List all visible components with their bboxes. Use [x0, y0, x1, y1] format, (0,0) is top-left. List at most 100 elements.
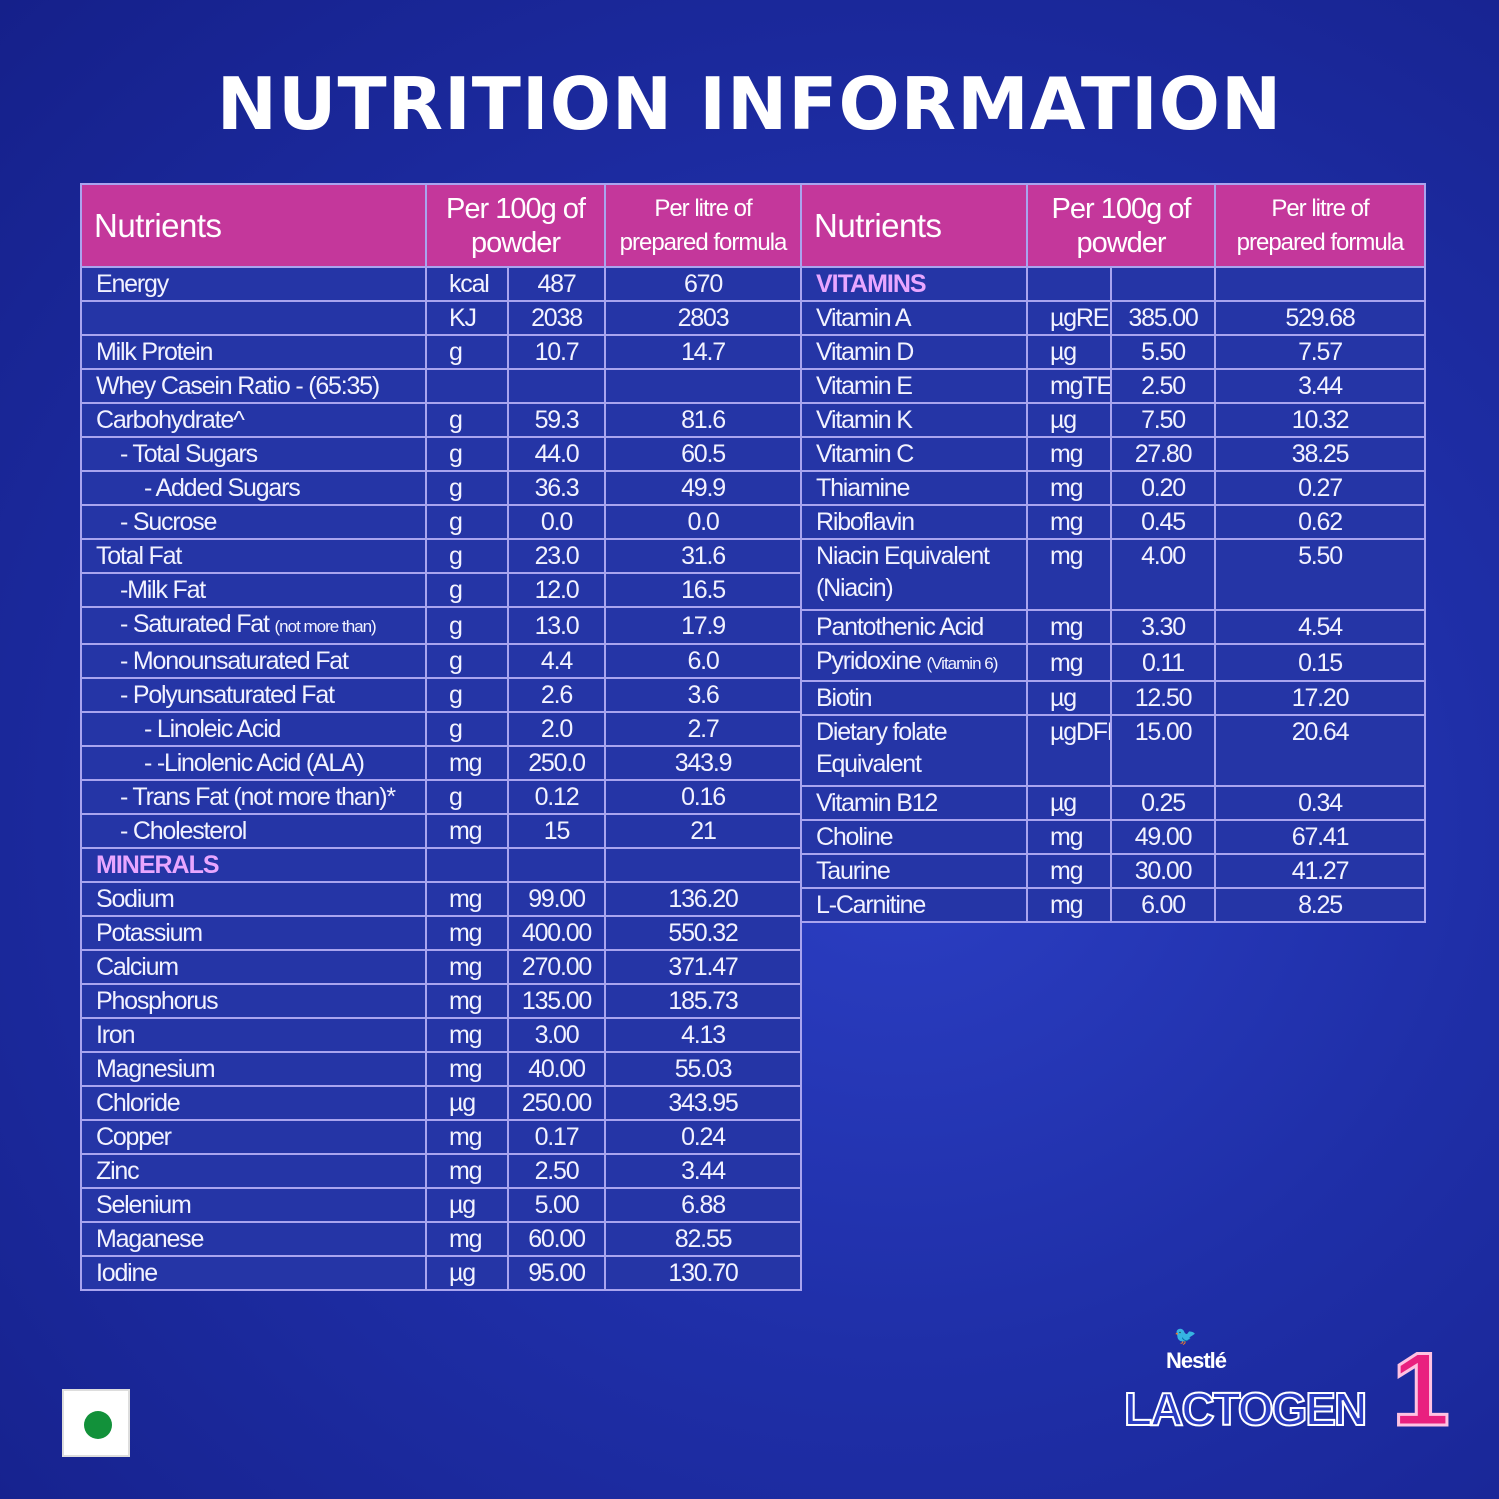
per-100g-value: 13.0 [506, 606, 607, 645]
nutrient-label: Zinc [96, 1157, 140, 1185]
per-100g-value: 40.00 [506, 1051, 607, 1087]
table-row: Chloride µg 250.00 343.95 [80, 1085, 803, 1121]
unit: g [425, 402, 509, 438]
page-title: NUTRITION INFORMATION [216, 62, 1283, 146]
table-row: Vitamin C mg 27.80 38.25 [800, 436, 1427, 472]
nutrient-label: -Milk Fat [120, 576, 206, 604]
table-row: Selenium µg 5.00 6.88 [80, 1187, 803, 1223]
table-row: - Linoleic Acid g 2.0 2.7 [80, 711, 803, 747]
per-litre-value: 81.6 [604, 402, 803, 438]
green-dot-icon [84, 1411, 112, 1439]
nutrient-label: - Total Sugars [120, 440, 258, 468]
table-row: Iodine µg 95.00 130.70 [80, 1255, 803, 1291]
unit: mg [1026, 609, 1112, 645]
nutrient-label: Vitamin K [816, 406, 913, 434]
nutrient-label: Milk Protein [96, 338, 213, 366]
per-100g-value [1109, 266, 1217, 302]
per-100g-value: 12.50 [1109, 680, 1217, 716]
nutrient-label: Riboflavin [816, 508, 915, 536]
per-100g-value: 49.00 [1109, 819, 1217, 855]
per-100g-value: 0.11 [1109, 643, 1217, 682]
per-100g-value: 95.00 [506, 1255, 607, 1291]
nutrient-label: Selenium [96, 1191, 192, 1219]
header-nutrients: Nutrients [80, 183, 427, 268]
header-per-litre-line1: Per litre of [654, 194, 752, 222]
per-100g-value: 250.0 [506, 745, 607, 781]
per-litre-value: 8.25 [1214, 887, 1427, 923]
nutrient-label: Dietary folate [816, 718, 948, 746]
per-litre-value: 371.47 [604, 949, 803, 985]
per-100g-value: 5.00 [506, 1187, 607, 1223]
per-100g-value: 6.00 [1109, 887, 1217, 923]
per-100g-value: 250.00 [506, 1085, 607, 1121]
table-row: - Monounsaturated Fat g 4.4 6.0 [80, 643, 803, 679]
per-litre-value: 2803 [604, 300, 803, 336]
nutrient-label: Vitamin E [816, 372, 913, 400]
unit: mg [1026, 853, 1112, 889]
nutrient-label: - Sucrose [120, 508, 217, 536]
per-litre-value: 3.6 [604, 677, 803, 713]
unit: g [425, 606, 509, 645]
per-100g-value: 23.0 [506, 538, 607, 574]
per-100g-value: 59.3 [506, 402, 607, 438]
per-litre-value: 0.24 [604, 1119, 803, 1155]
brand-maker: Nestlé [1166, 1348, 1227, 1373]
section-row: VITAMINS [800, 266, 1427, 302]
per-litre-value: 0.34 [1214, 785, 1427, 821]
nutrient-label: Chloride [96, 1089, 181, 1117]
nutrient-label: VITAMINS [816, 270, 927, 298]
nutrient-name: Vitamin D [800, 334, 1028, 370]
per-100g-value: 30.00 [1109, 853, 1217, 889]
per-litre-value: 185.73 [604, 983, 803, 1019]
unit: mg [425, 915, 509, 951]
nutrient-label: Maganese [96, 1225, 204, 1253]
per-litre-value: 17.9 [604, 606, 803, 645]
unit: µg [1026, 402, 1112, 438]
per-litre-value: 17.20 [1214, 680, 1427, 716]
unit: mg [1026, 436, 1112, 472]
nutrient-label: Vitamin D [816, 338, 914, 366]
nutrient-name: - Added Sugars [80, 470, 427, 506]
nutrient-label: Total Fat [96, 542, 182, 570]
nutrient-name: - Saturated Fat (not more than) [80, 606, 427, 645]
nutrient-note: (not more than) [274, 617, 377, 636]
unit: g [425, 643, 509, 679]
table-row: KJ 2038 2803 [80, 300, 803, 336]
per-litre-value: 6.88 [604, 1187, 803, 1223]
per-litre-value: 60.5 [604, 436, 803, 472]
nutrient-name: - Cholesterol [80, 813, 427, 849]
nutrient-label: Calcium [96, 953, 179, 981]
per-100g-value: 0.25 [1109, 785, 1217, 821]
nutrient-name: Total Fat [80, 538, 427, 574]
per-100g-value: 27.80 [1109, 436, 1217, 472]
table-row: Calcium mg 270.00 371.47 [80, 949, 803, 985]
unit: µgRE [1026, 300, 1112, 336]
nutrient-name: Taurine [800, 853, 1028, 889]
nutrient-name: - Trans Fat (not more than)* [80, 779, 427, 815]
unit: g [425, 436, 509, 472]
table-row: Maganese mg 60.00 82.55 [80, 1221, 803, 1257]
per-100g-value: 4.00 [1109, 538, 1217, 611]
per-litre-value: 130.70 [604, 1255, 803, 1291]
per-litre-value: 7.57 [1214, 334, 1427, 370]
nutrient-label: Vitamin B12 [816, 789, 938, 817]
nutrient-label: - Added Sugars [144, 474, 301, 502]
table-row: - Trans Fat (not more than)* g 0.12 0.16 [80, 779, 803, 815]
table-row: Vitamin A µgRE 385.00 529.68 [800, 300, 1427, 336]
nutrient-name: Phosphorus [80, 983, 427, 1019]
nutrient-name: - Linoleic Acid [80, 711, 427, 747]
per-litre-value: 16.5 [604, 572, 803, 608]
table-row: Magnesium mg 40.00 55.03 [80, 1051, 803, 1087]
per-litre-value: 6.0 [604, 643, 803, 679]
per-100g-value: 60.00 [506, 1221, 607, 1257]
nutrient-label: Carbohydrate^ [96, 406, 245, 434]
table-row: - Added Sugars g 36.3 49.9 [80, 470, 803, 506]
per-litre-value: 38.25 [1214, 436, 1427, 472]
per-litre-value: 3.44 [604, 1153, 803, 1189]
unit [1026, 266, 1112, 302]
table-row: Vitamin B12 µg 0.25 0.34 [800, 785, 1427, 821]
table-row: Vitamin D µg 5.50 7.57 [800, 334, 1427, 370]
nutrient-name: Vitamin E [800, 368, 1028, 404]
unit: g [425, 711, 509, 747]
